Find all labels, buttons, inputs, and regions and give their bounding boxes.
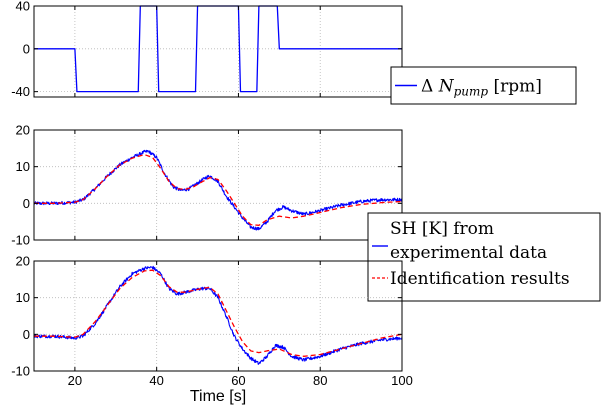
chart-panel-2: -10 0 10 20 <box>11 123 403 248</box>
y-tick-label: 40 <box>16 0 30 14</box>
series-line-secondary <box>34 269 403 357</box>
y-tick-label: -10 <box>11 364 30 379</box>
legend-label: experimental data <box>390 243 547 263</box>
x-tick-label: 80 <box>313 373 327 388</box>
chart-panel-1: -40 0 40 <box>11 0 403 99</box>
legend-box <box>367 212 601 302</box>
series-line-primary <box>33 265 403 365</box>
x-tick-label: 100 <box>391 373 413 388</box>
y-tick-label: 0 <box>23 196 30 211</box>
chart-panel-3: 20 40 60 80 100 -10 0 10 20 Time [s] <box>11 254 413 406</box>
series-line-secondary <box>34 153 403 226</box>
legend-label: SH [K] from <box>390 219 494 239</box>
x-tick-label: 60 <box>231 373 245 388</box>
legend-label: Δ Npump [rpm] <box>421 77 542 99</box>
axes-box <box>33 5 403 98</box>
axes-box <box>33 260 403 372</box>
y-tick-label: 0 <box>23 41 30 56</box>
y-tick-label: -10 <box>11 233 30 248</box>
y-tick-label: 20 <box>16 254 30 269</box>
legend-label: Identification results <box>390 269 570 289</box>
y-tick-label: 10 <box>16 159 30 174</box>
axes-box <box>33 129 403 241</box>
x-tick-label: 40 <box>149 373 163 388</box>
x-axis-label: Time [s] <box>190 388 246 405</box>
y-tick-label: 0 <box>23 327 30 342</box>
legend-box <box>390 66 577 105</box>
legend: Δ Npump [rpm] <box>390 66 577 105</box>
y-tick-label: 10 <box>16 290 30 305</box>
x-tick-label: 20 <box>68 373 82 388</box>
y-tick-label: -40 <box>11 84 30 99</box>
y-tick-label: 20 <box>16 123 30 138</box>
legend: SH [K] from experimental data Identificati… <box>367 212 601 302</box>
